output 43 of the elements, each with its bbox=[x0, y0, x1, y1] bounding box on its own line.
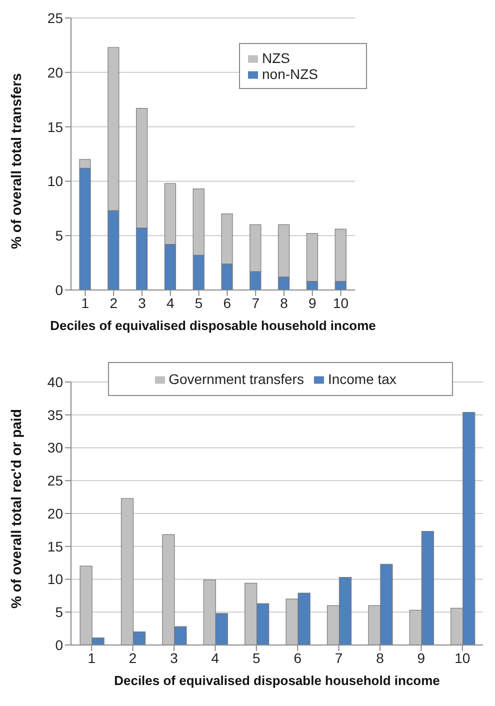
legend-label: Government transfers bbox=[168, 371, 304, 387]
y-tick-label: 20 bbox=[47, 505, 64, 522]
x-tick-label: 7 bbox=[252, 294, 260, 311]
x-tick-label: 3 bbox=[170, 650, 178, 666]
x-tick-label: 1 bbox=[88, 650, 96, 666]
x-axis-title: Deciles of equivalised disposable household income bbox=[50, 318, 376, 333]
y-tick-label: 5 bbox=[55, 228, 64, 244]
x-tick-label: 1 bbox=[81, 294, 90, 311]
y-tick-label: 25 bbox=[47, 472, 64, 489]
y-axis-title: % of overall total transfers bbox=[8, 72, 24, 249]
x-tick-label: 6 bbox=[294, 650, 302, 666]
y-tick-label: 20 bbox=[47, 64, 64, 80]
x-tick-label: 2 bbox=[110, 294, 118, 311]
legend-label: Income tax bbox=[328, 371, 396, 387]
x-tick-label: 5 bbox=[194, 294, 203, 311]
x-tick-label: 7 bbox=[334, 650, 343, 666]
x-tick-label: 10 bbox=[333, 294, 349, 311]
y-tick-label: 10 bbox=[47, 571, 64, 588]
y-tick-label: 25 bbox=[47, 10, 64, 26]
x-tick-label: 8 bbox=[280, 294, 288, 311]
y-tick-label: 15 bbox=[47, 118, 64, 135]
y-tick-label: 40 bbox=[47, 374, 64, 390]
x-tick-label: 5 bbox=[252, 650, 260, 666]
x-tick-label: 4 bbox=[166, 294, 174, 311]
x-tick-label: 2 bbox=[128, 650, 137, 666]
x-axis-title: Deciles of equivalised disposable household income bbox=[114, 673, 440, 688]
y-tick-label: 0 bbox=[55, 636, 64, 653]
x-tick-label: 4 bbox=[211, 650, 220, 666]
y-tick-label: 15 bbox=[47, 538, 64, 554]
y-tick-label: 0 bbox=[55, 282, 64, 298]
y-tick-label: 5 bbox=[55, 604, 64, 620]
y-axis-title: % of overall total rec'd or paid bbox=[8, 409, 24, 608]
y-tick-label: 35 bbox=[47, 406, 64, 423]
x-tick-label: 8 bbox=[376, 650, 384, 666]
y-tick-label: 30 bbox=[47, 440, 64, 456]
x-tick-label: 6 bbox=[223, 294, 232, 311]
y-tick-label: 10 bbox=[47, 173, 64, 190]
legend-label: non-NZS bbox=[262, 66, 318, 82]
x-tick-label: 10 bbox=[454, 650, 470, 666]
x-tick-label: 9 bbox=[417, 650, 426, 666]
x-tick-label: 9 bbox=[308, 294, 316, 311]
legend-label: NZS bbox=[262, 50, 290, 66]
x-tick-label: 3 bbox=[138, 294, 146, 311]
